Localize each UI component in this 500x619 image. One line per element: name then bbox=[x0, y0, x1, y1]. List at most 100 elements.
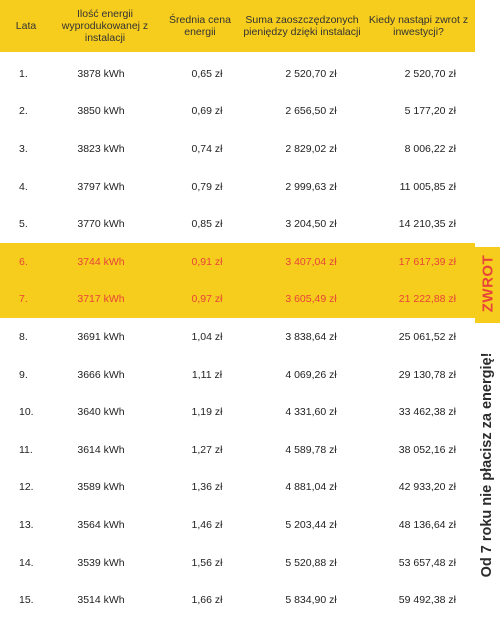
row-year: 3. bbox=[19, 142, 28, 155]
row-energy: 3589 kWh bbox=[77, 481, 125, 494]
row-energy: 3666 kWh bbox=[77, 368, 125, 381]
row-price: 0,91 zł bbox=[191, 255, 223, 268]
row-price: 0,97 zł bbox=[191, 293, 223, 306]
row-saved: 3 838,64 zł bbox=[285, 330, 337, 343]
row-payback: 2 520,70 zł bbox=[404, 67, 456, 80]
table-row: 6. 3744 kWh 0,91 zł 3 407,04 zł 17 617,39 zł bbox=[0, 242, 475, 281]
row-year: 8. bbox=[19, 330, 28, 343]
row-price: 1,27 zł bbox=[191, 443, 223, 456]
row-price: 1,46 zł bbox=[191, 518, 223, 531]
table-row: 13. 3564 kWh 1,46 zł 5 203,44 zł 48 136,64 z… bbox=[0, 506, 475, 544]
row-saved: 2 829,02 zł bbox=[285, 142, 337, 155]
row-energy: 3564 kWh bbox=[77, 518, 125, 531]
row-saved: 2 999,63 zł bbox=[285, 180, 337, 193]
row-payback: 29 130,78 zł bbox=[398, 368, 456, 381]
table-row: 2. 3850 kWh 0,69 zł 2 656,50 zł 5 177,20 zł bbox=[0, 93, 475, 131]
row-year: 15. bbox=[19, 594, 34, 607]
header-payback: Kiedy nastąpi zwrot z inwestycji? bbox=[368, 14, 469, 38]
side-banner: Od 7 roku nie płacisz za energię! bbox=[475, 323, 500, 611]
row-saved: 4 881,04 zł bbox=[285, 481, 337, 494]
row-energy: 3691 kWh bbox=[77, 330, 125, 343]
table-header: Lata Ilość energii wyprodukowanej z inst… bbox=[0, 0, 475, 52]
row-saved: 4 589,78 zł bbox=[285, 443, 337, 456]
row-energy: 3640 kWh bbox=[77, 406, 125, 419]
table-row: 8. 3691 kWh 1,04 zł 3 838,64 zł 25 061,52 zł bbox=[0, 318, 475, 356]
header-price: Średnia cena energii bbox=[169, 14, 231, 38]
payback-label: ZWROT bbox=[479, 254, 497, 313]
row-payback: 59 492,38 zł bbox=[398, 594, 456, 607]
row-payback: 8 006,22 zł bbox=[404, 142, 456, 155]
header-energy: Ilość energii wyprodukowanej z instalacj… bbox=[61, 8, 149, 44]
row-energy: 3614 kWh bbox=[77, 443, 125, 456]
row-payback: 21 222,88 zł bbox=[398, 293, 456, 306]
row-year: 4. bbox=[19, 180, 28, 193]
payback-table: Lata Ilość energii wyprodukowanej z inst… bbox=[0, 0, 475, 52]
row-year: 10. bbox=[19, 406, 34, 419]
row-saved: 4 069,26 zł bbox=[285, 368, 337, 381]
side-tagline: Od 7 roku nie płacisz za energię! bbox=[479, 352, 495, 578]
row-saved: 2 656,50 zł bbox=[285, 105, 337, 118]
row-saved: 3 204,50 zł bbox=[285, 218, 337, 231]
row-payback: 53 657,48 zł bbox=[398, 556, 456, 569]
row-saved: 4 331,60 zł bbox=[285, 406, 337, 419]
table-row: 4. 3797 kWh 0,79 zł 2 999,63 zł 11 005,85 zł bbox=[0, 168, 475, 206]
table-row: 5. 3770 kWh 0,85 zł 3 204,50 zł 14 210,35 zł bbox=[0, 205, 475, 243]
row-price: 1,04 zł bbox=[191, 330, 223, 343]
row-price: 1,66 zł bbox=[191, 594, 223, 607]
row-payback: 48 136,64 zł bbox=[398, 518, 456, 531]
table-row: 10. 3640 kWh 1,19 zł 4 331,60 zł 33 462,38 z… bbox=[0, 393, 475, 431]
table-row: 11. 3614 kWh 1,27 zł 4 589,78 zł 38 052,16 z… bbox=[0, 431, 475, 469]
row-saved: 3 605,49 zł bbox=[285, 293, 337, 306]
row-energy: 3539 kWh bbox=[77, 556, 125, 569]
row-energy: 3878 kWh bbox=[77, 67, 125, 80]
row-saved: 5 203,44 zł bbox=[285, 518, 337, 531]
row-year: 9. bbox=[19, 368, 28, 381]
row-price: 1,36 zł bbox=[191, 481, 223, 494]
row-energy: 3823 kWh bbox=[77, 142, 125, 155]
row-payback: 42 933,20 zł bbox=[398, 481, 456, 494]
row-energy: 3797 kWh bbox=[77, 180, 125, 193]
row-price: 0,69 zł bbox=[191, 105, 223, 118]
table-row: 15. 3514 kWh 1,66 zł 5 834,90 zł 59 492,38 z… bbox=[0, 581, 475, 619]
row-price: 0,65 zł bbox=[191, 67, 223, 80]
table-row: 9. 3666 kWh 1,11 zł 4 069,26 zł 29 130,78 zł bbox=[0, 356, 475, 394]
table-row: 1. 3878 kWh 0,65 zł 2 520,70 zł 2 520,70 zł bbox=[0, 55, 475, 93]
header-years: Lata bbox=[15, 20, 37, 32]
row-payback: 33 462,38 zł bbox=[398, 406, 456, 419]
row-year: 2. bbox=[19, 105, 28, 118]
table-row: 7. 3717 kWh 0,97 zł 3 605,49 zł 21 222,88 zł bbox=[0, 280, 475, 319]
row-payback: 38 052,16 zł bbox=[398, 443, 456, 456]
row-energy: 3717 kWh bbox=[77, 293, 125, 306]
table-row: 12. 3589 kWh 1,36 zł 4 881,04 zł 42 933,20 z… bbox=[0, 469, 475, 507]
row-year: 11. bbox=[19, 443, 33, 456]
row-year: 7. bbox=[19, 293, 28, 306]
row-year: 5. bbox=[19, 218, 28, 231]
row-payback: 14 210,35 zł bbox=[398, 218, 456, 231]
row-payback: 25 061,52 zł bbox=[398, 330, 456, 343]
row-year: 6. bbox=[19, 255, 28, 268]
table-row: 14. 3539 kWh 1,56 zł 5 520,88 zł 53 657,48 z… bbox=[0, 544, 475, 582]
row-price: 1,19 zł bbox=[191, 406, 223, 419]
row-energy: 3850 kWh bbox=[77, 105, 125, 118]
header-saved: Suma zaoszczędzonych pieniędzy dzięki in… bbox=[243, 14, 361, 38]
row-year: 1. bbox=[19, 67, 28, 80]
row-energy: 3514 kWh bbox=[77, 594, 125, 607]
row-year: 12. bbox=[19, 481, 34, 494]
row-price: 0,79 zł bbox=[191, 180, 223, 193]
payback-marker: ZWROT bbox=[475, 247, 500, 323]
row-year: 14. bbox=[19, 556, 34, 569]
row-price: 1,11 zł bbox=[191, 368, 223, 381]
row-saved: 2 520,70 zł bbox=[285, 67, 337, 80]
row-energy: 3744 kWh bbox=[77, 255, 125, 268]
row-saved: 5 834,90 zł bbox=[285, 594, 337, 607]
table-body: 1. 3878 kWh 0,65 zł 2 520,70 zł 2 520,70 zł 2… bbox=[0, 52, 475, 619]
row-payback: 17 617,39 zł bbox=[398, 255, 456, 268]
row-saved: 5 520,88 zł bbox=[285, 556, 337, 569]
row-price: 0,74 zł bbox=[191, 142, 223, 155]
row-price: 0,85 zł bbox=[191, 218, 223, 231]
row-payback: 5 177,20 zł bbox=[404, 105, 456, 118]
row-energy: 3770 kWh bbox=[77, 218, 125, 231]
row-price: 1,56 zł bbox=[191, 556, 223, 569]
row-saved: 3 407,04 zł bbox=[285, 255, 337, 268]
row-year: 13. bbox=[19, 518, 34, 531]
